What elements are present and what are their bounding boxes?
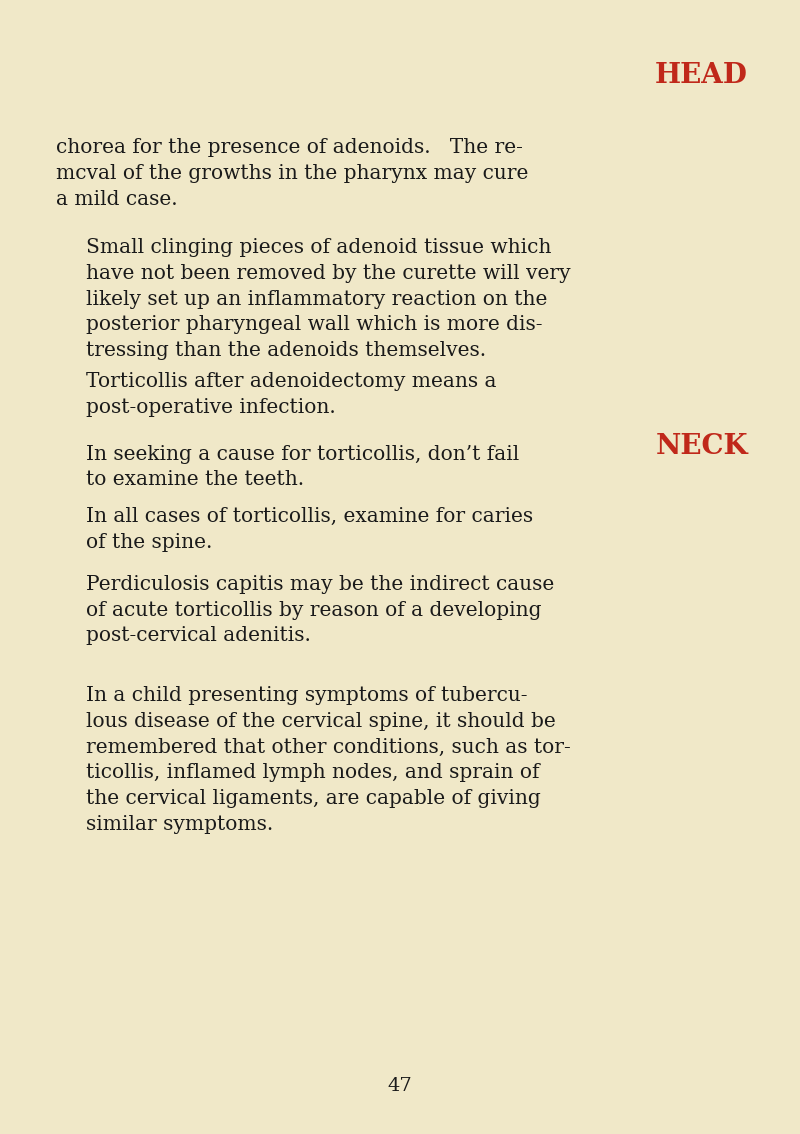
Text: In all cases of torticollis, examine for caries
of the spine.: In all cases of torticollis, examine for… bbox=[86, 507, 533, 551]
Text: NECK: NECK bbox=[655, 433, 748, 460]
Text: Perdiculosis capitis may be the indirect cause
of acute torticollis by reason of: Perdiculosis capitis may be the indirect… bbox=[86, 575, 554, 645]
Text: In seeking a cause for torticollis, don’t fail
to examine the teeth.: In seeking a cause for torticollis, don’… bbox=[86, 445, 519, 489]
Text: 47: 47 bbox=[388, 1077, 412, 1095]
Text: HEAD: HEAD bbox=[655, 62, 748, 90]
Text: In a child presenting symptoms of tubercu-
lous disease of the cervical spine, i: In a child presenting symptoms of tuberc… bbox=[86, 686, 570, 833]
Text: Small clinging pieces of adenoid tissue which
have not been removed by the curet: Small clinging pieces of adenoid tissue … bbox=[86, 238, 570, 361]
Text: chorea for the presence of adenoids.   The re-
mcval of the growths in the phary: chorea for the presence of adenoids. The… bbox=[56, 138, 528, 209]
Text: Torticollis after adenoidectomy means a
post-operative infection.: Torticollis after adenoidectomy means a … bbox=[86, 372, 496, 416]
